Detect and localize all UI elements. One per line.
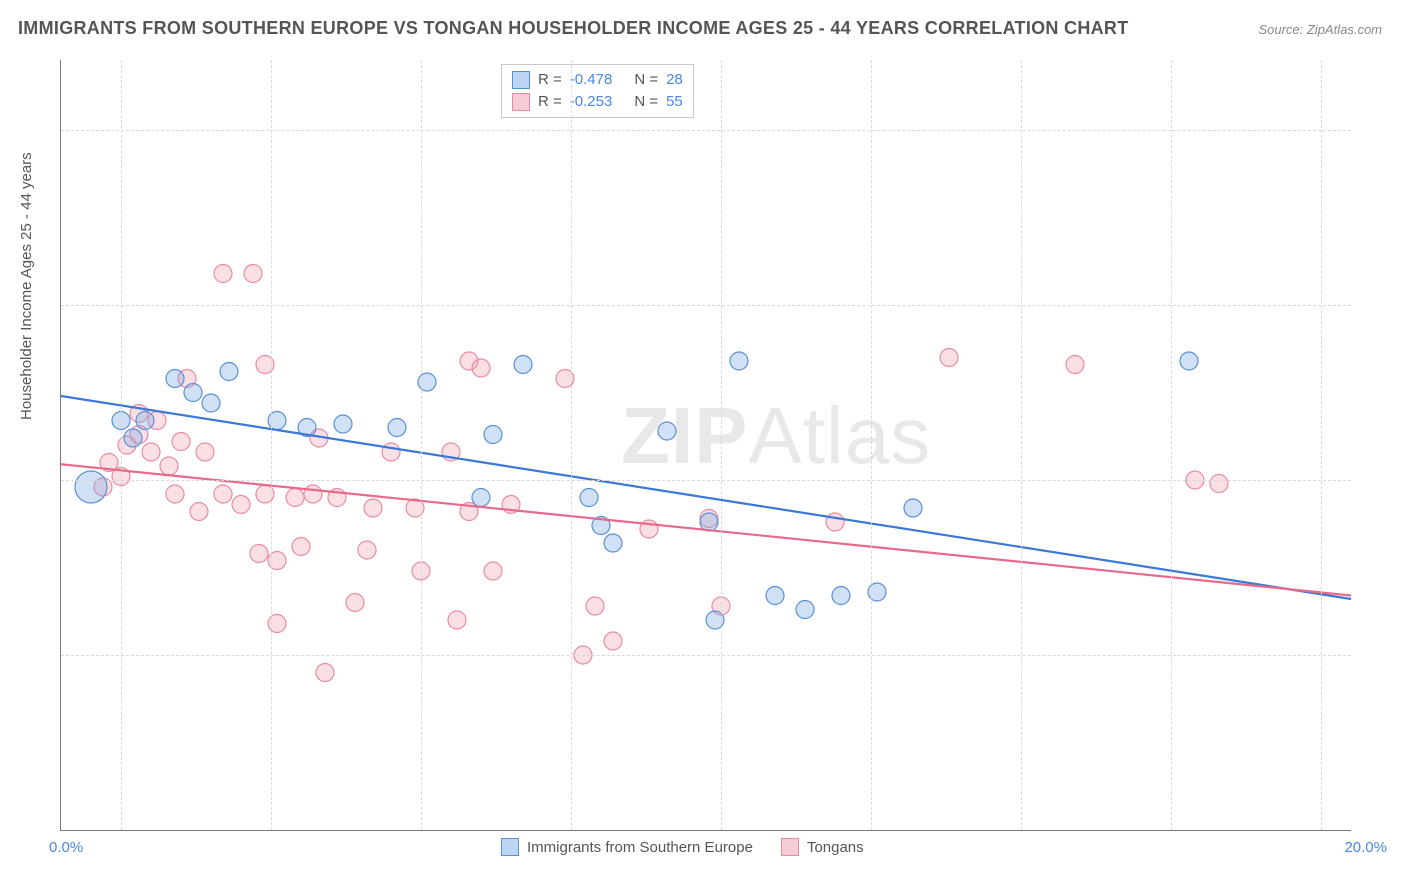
data-point: [358, 541, 376, 559]
data-point: [382, 443, 400, 461]
data-point: [472, 489, 490, 507]
data-point: [196, 443, 214, 461]
x-tick-max: 20.0%: [1344, 839, 1387, 856]
data-point: [1180, 352, 1198, 370]
data-point: [214, 265, 232, 283]
data-point: [142, 443, 160, 461]
data-point: [940, 349, 958, 367]
data-point: [172, 433, 190, 451]
data-point: [832, 587, 850, 605]
data-point: [160, 457, 178, 475]
data-point: [604, 632, 622, 650]
data-point: [202, 394, 220, 412]
data-point: [220, 363, 238, 381]
data-point: [766, 587, 784, 605]
data-point: [304, 485, 322, 503]
data-point: [334, 415, 352, 433]
scatter-svg: [61, 60, 1351, 830]
data-point: [136, 412, 154, 430]
gridline-v: [121, 60, 122, 830]
data-point: [232, 496, 250, 514]
data-point: [604, 534, 622, 552]
data-point: [214, 485, 232, 503]
gridline-h: [61, 480, 1351, 481]
trend-line: [61, 396, 1351, 599]
data-point: [796, 601, 814, 619]
gridline-v: [571, 60, 572, 830]
data-point: [514, 356, 532, 374]
x-tick-min: 0.0%: [49, 839, 83, 856]
legend-label-a: Immigrants from Southern Europe: [527, 839, 753, 856]
data-point: [286, 489, 304, 507]
data-point: [244, 265, 262, 283]
data-point: [448, 611, 466, 629]
trend-line: [61, 464, 1351, 595]
legend-item-a: Immigrants from Southern Europe: [501, 838, 753, 856]
gridline-v: [271, 60, 272, 830]
data-point: [484, 562, 502, 580]
data-point: [658, 422, 676, 440]
data-point: [316, 664, 334, 682]
gridline-v: [721, 60, 722, 830]
data-point: [1066, 356, 1084, 374]
chart-title: IMMIGRANTS FROM SOUTHERN EUROPE VS TONGA…: [18, 18, 1129, 39]
data-point: [580, 489, 598, 507]
data-point: [1210, 475, 1228, 493]
data-point: [484, 426, 502, 444]
legend-item-b: Tongans: [781, 838, 864, 856]
gridline-v: [1021, 60, 1022, 830]
data-point: [75, 471, 107, 503]
plot-area: ZIPAtlas R = -0.478 N = 28 R = -0.253 N …: [60, 60, 1351, 831]
data-point: [184, 384, 202, 402]
data-point: [166, 485, 184, 503]
gridline-h: [61, 655, 1351, 656]
data-point: [166, 370, 184, 388]
swatch-series-b: [781, 838, 799, 856]
data-point: [250, 545, 268, 563]
y-axis-label: Householder Income Ages 25 - 44 years: [18, 152, 35, 420]
data-point: [292, 538, 310, 556]
swatch-series-a: [501, 838, 519, 856]
data-point: [388, 419, 406, 437]
data-point: [346, 594, 364, 612]
gridline-v: [421, 60, 422, 830]
data-point: [124, 429, 142, 447]
data-point: [472, 359, 490, 377]
legend-label-b: Tongans: [807, 839, 864, 856]
gridline-v: [871, 60, 872, 830]
gridline-h: [61, 305, 1351, 306]
data-point: [190, 503, 208, 521]
legend-series: Immigrants from Southern Europe Tongans: [501, 838, 864, 856]
gridline-v: [1171, 60, 1172, 830]
data-point: [700, 513, 718, 531]
data-point: [904, 499, 922, 517]
data-point: [730, 352, 748, 370]
source-label: Source: ZipAtlas.com: [1258, 22, 1382, 37]
gridline-v: [1321, 60, 1322, 830]
data-point: [364, 499, 382, 517]
data-point: [586, 597, 604, 615]
gridline-h: [61, 130, 1351, 131]
